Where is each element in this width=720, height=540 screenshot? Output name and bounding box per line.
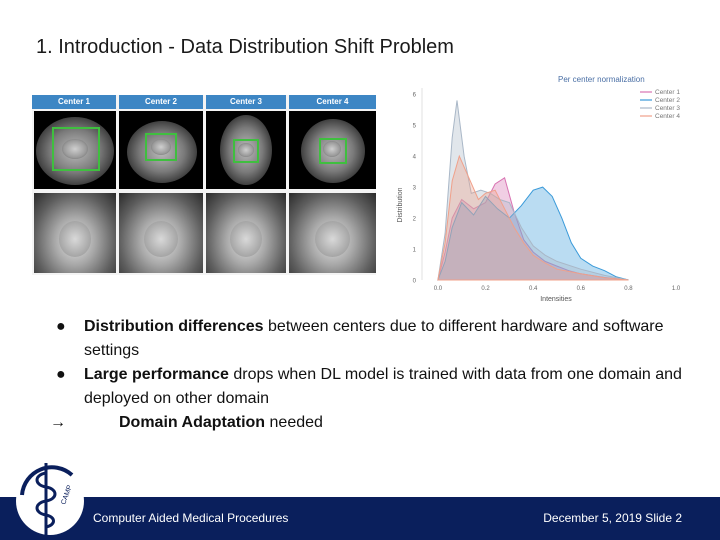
bullet-dot-icon: ● [56, 318, 66, 335]
chart-y-tick-label: 1 [413, 248, 417, 254]
center-4-axial-scan [289, 111, 376, 189]
conclusion-text: needed [265, 414, 323, 431]
chart-legend-label: Center 2 [655, 97, 680, 104]
arrow-right-icon: → [50, 414, 66, 431]
bullet-item: ● Large performance drops when DL model … [56, 363, 696, 411]
center-1-axial-scan [34, 111, 116, 189]
bullet-item: ● Distribution differences between cente… [56, 315, 696, 363]
center-3-axial-scan [206, 111, 286, 189]
footer-institution: Computer Aided Medical Procedures [93, 511, 289, 525]
center-3-zoomed-scan [206, 193, 286, 273]
center-2-zoomed-scan [119, 193, 203, 273]
center-4-label: Center 4 [289, 95, 376, 109]
chart-y-axis-label: Distribution [397, 187, 404, 222]
chart-x-tick-label: 0.8 [624, 286, 633, 292]
center-1-zoomed-scan [34, 193, 116, 273]
chart-title: Per center normalization [558, 75, 645, 84]
bullet-2-text: drops when DL model is trained with data… [84, 366, 682, 407]
conclusion-item: → Domain Adaptation needed [50, 411, 696, 435]
chart-y-tick-label: 3 [413, 186, 417, 192]
camp-logo-icon: CAMP [16, 463, 84, 535]
conclusion-bold: Domain Adaptation [119, 414, 266, 431]
chart-legend-label: Center 3 [655, 105, 680, 112]
chart-series-area-4 [437, 154, 629, 281]
bullet-list: ● Distribution differences between cente… [50, 315, 696, 435]
chart-legend-label: Center 1 [655, 89, 680, 96]
chart-x-tick-label: 1.0 [672, 286, 681, 292]
center-3-label: Center 3 [206, 95, 286, 109]
center-2-label: Center 2 [119, 95, 203, 109]
chart-x-tick-label: 0.0 [434, 286, 443, 292]
center-1-label: Center 1 [32, 95, 116, 109]
chart-x-tick-label: 0.6 [577, 286, 586, 292]
chart-y-tick-label: 2 [413, 217, 417, 223]
mri-comparison-figure: Center 1 Center 2 Center 3 Center 4 [32, 95, 376, 275]
center-4-zoomed-scan [289, 193, 376, 273]
chart-x-tick-label: 0.2 [481, 286, 490, 292]
bullet-2-bold: Large performance [84, 366, 229, 383]
chart-y-tick-label: 6 [413, 93, 417, 99]
chart-x-axis-label: Intensities [540, 296, 572, 303]
chart-legend-label: Center 4 [655, 113, 680, 120]
bullet-dot-icon: ● [56, 366, 66, 383]
bullet-1-bold: Distribution differences [84, 318, 264, 335]
chart-series-area-3 [437, 100, 629, 281]
distribution-chart: Per center normalization Distribution In… [397, 75, 681, 303]
bullet-1-text: between centers due to different hardwar… [84, 318, 664, 359]
center-2-axial-scan [119, 111, 203, 189]
slide-title: 1. Introduction - Data Distribution Shif… [36, 36, 454, 58]
footer-date-slide: December 5, 2019 Slide 2 [543, 511, 682, 525]
chart-series-area-2 [437, 186, 629, 281]
chart-y-tick-label: 5 [413, 124, 417, 130]
footer-bar: Computer Aided Medical Procedures Decemb… [0, 497, 720, 540]
chart-y-tick-label: 4 [413, 155, 417, 161]
chart-x-tick-label: 0.4 [529, 286, 538, 292]
chart-y-tick-label: 0 [413, 279, 417, 285]
